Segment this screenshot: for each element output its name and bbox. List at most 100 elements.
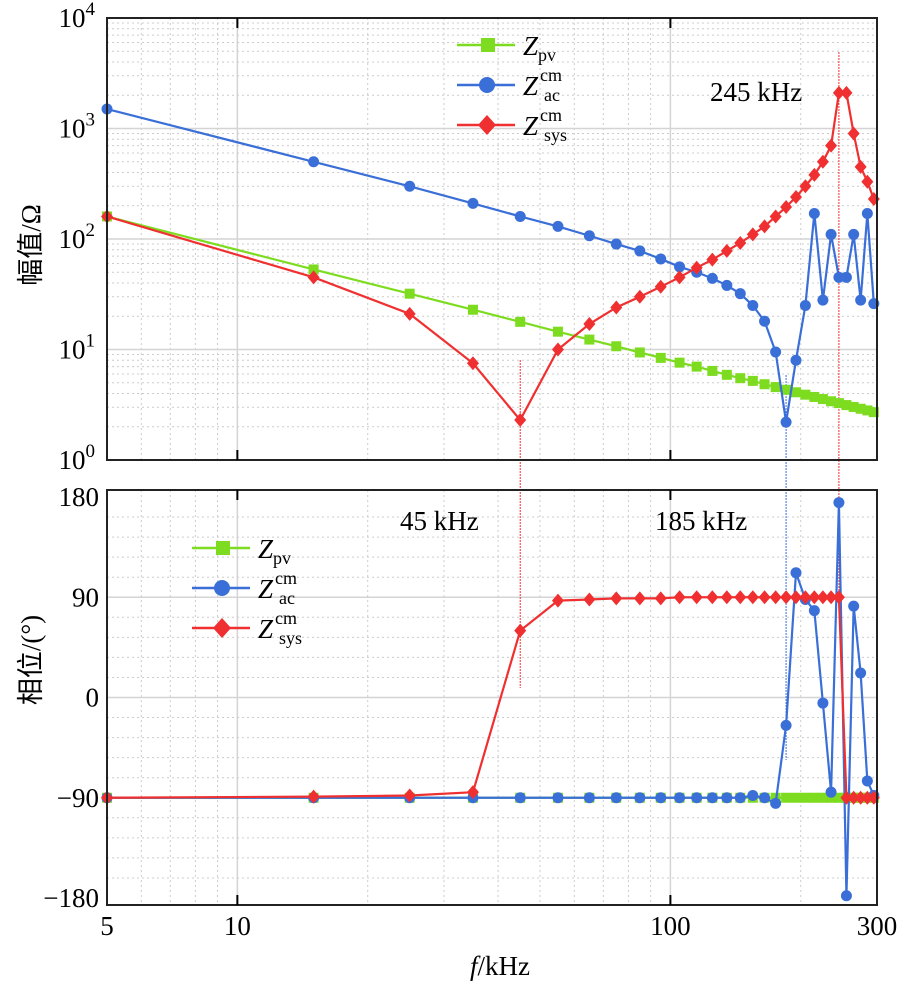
- point-phase-0: [826, 792, 837, 803]
- point-phase-2: [780, 590, 793, 605]
- point-magnitude-0: [515, 316, 526, 327]
- point-phase-1: [833, 497, 845, 509]
- point-phase-2: [583, 592, 596, 607]
- point-magnitude-1: [655, 253, 667, 265]
- point-magnitude-1: [721, 279, 733, 291]
- point-phase-2: [746, 590, 759, 605]
- point-phase-2: [673, 590, 686, 605]
- point-phase-1: [706, 792, 718, 804]
- series-phase-1: [101, 497, 880, 902]
- point-phase-1: [790, 567, 802, 579]
- point-magnitude-0: [759, 379, 770, 390]
- point-magnitude-2: [758, 219, 771, 234]
- point-magnitude-0: [809, 391, 820, 402]
- point-magnitude-0: [404, 288, 415, 299]
- point-magnitude-0: [721, 369, 732, 380]
- point-magnitude-1: [610, 238, 622, 250]
- point-phase-2: [799, 590, 812, 605]
- point-magnitude-0: [584, 334, 595, 345]
- point-magnitude-0: [467, 304, 478, 315]
- point-magnitude-1: [825, 228, 837, 240]
- line-phase-2: [106, 596, 874, 799]
- point-magnitude-0: [552, 326, 563, 337]
- point-phase-1: [691, 792, 703, 804]
- plot-frame-phase: [106, 489, 878, 906]
- point-magnitude-2: [789, 189, 802, 204]
- point-magnitude-2: [583, 317, 596, 332]
- point-magnitude-2: [780, 199, 793, 214]
- point-magnitude-1: [840, 271, 852, 283]
- y-axis-label-phase: 相位/(°): [16, 615, 46, 705]
- point-phase-0: [781, 792, 792, 803]
- legend-label-main: Z: [258, 614, 274, 644]
- point-magnitude-1: [861, 208, 873, 220]
- point-magnitude-2: [861, 174, 874, 189]
- x-axis-label-f: f: [470, 951, 481, 981]
- point-magnitude-2: [706, 252, 719, 267]
- point-magnitude-2: [769, 209, 782, 224]
- annotation-45khz: 45 kHz: [400, 506, 479, 536]
- legend-label-sup: cm: [275, 608, 297, 628]
- tick-base: 10: [59, 335, 86, 365]
- point-magnitude-2: [633, 289, 646, 304]
- y-tick-label: 90: [72, 582, 99, 612]
- point-magnitude-0: [611, 341, 622, 352]
- point-magnitude-0: [833, 398, 844, 409]
- legend-label-sub: sys: [544, 125, 567, 145]
- point-magnitude-0: [817, 394, 828, 405]
- point-magnitude-0: [655, 352, 666, 363]
- point-phase-2: [832, 590, 845, 605]
- point-magnitude-2: [799, 179, 812, 194]
- tick-exponent: 3: [86, 110, 96, 131]
- point-phase-1: [721, 792, 733, 804]
- point-phase-0: [809, 792, 820, 803]
- point-phase-2: [769, 590, 782, 605]
- point-magnitude-1: [308, 156, 320, 168]
- point-magnitude-0: [634, 347, 645, 358]
- point-magnitude-2: [551, 342, 564, 357]
- point-phase-1: [861, 775, 873, 787]
- point-magnitude-1: [747, 300, 759, 312]
- point-magnitude-1: [674, 261, 686, 273]
- tick-base: 10: [59, 114, 86, 144]
- point-magnitude-0: [674, 357, 685, 368]
- point-phase-1: [734, 792, 746, 804]
- tick-exponent: 1: [86, 331, 96, 352]
- y-tick-label: 100: [59, 441, 96, 475]
- point-phase-2: [861, 790, 874, 805]
- point-magnitude-2: [808, 167, 821, 182]
- point-phase-2: [706, 590, 719, 605]
- point-magnitude-1: [817, 294, 829, 306]
- y-tick-label: 103: [59, 110, 96, 144]
- point-phase-1: [747, 790, 759, 802]
- legend-label-sub: ac: [544, 85, 560, 105]
- point-magnitude-1: [734, 288, 746, 300]
- legend-label-sub: sys: [279, 628, 302, 648]
- point-magnitude-0: [826, 396, 837, 407]
- point-magnitude-1: [404, 180, 416, 192]
- point-phase-1: [817, 697, 829, 709]
- point-magnitude-2: [867, 192, 880, 207]
- point-magnitude-2: [816, 154, 829, 169]
- tick-exponent: 4: [86, 0, 96, 20]
- point-magnitude-0: [868, 407, 879, 418]
- point-magnitude-2: [466, 356, 479, 371]
- point-phase-2: [403, 788, 416, 803]
- line-magnitude-1: [106, 107, 875, 423]
- point-magnitude-1: [833, 271, 845, 283]
- point-magnitude-1: [855, 294, 867, 306]
- point-phase-1: [770, 797, 782, 809]
- point-magnitude-1: [848, 228, 860, 240]
- point-phase-2: [466, 785, 479, 800]
- point-phase-2: [654, 591, 667, 606]
- point-phase-2: [734, 590, 747, 605]
- legend-label-sub: pv: [538, 45, 556, 65]
- point-magnitude-2: [654, 279, 667, 294]
- point-magnitude-2: [673, 270, 686, 285]
- legend-diamond-icon: [478, 115, 496, 135]
- point-magnitude-2: [514, 413, 527, 428]
